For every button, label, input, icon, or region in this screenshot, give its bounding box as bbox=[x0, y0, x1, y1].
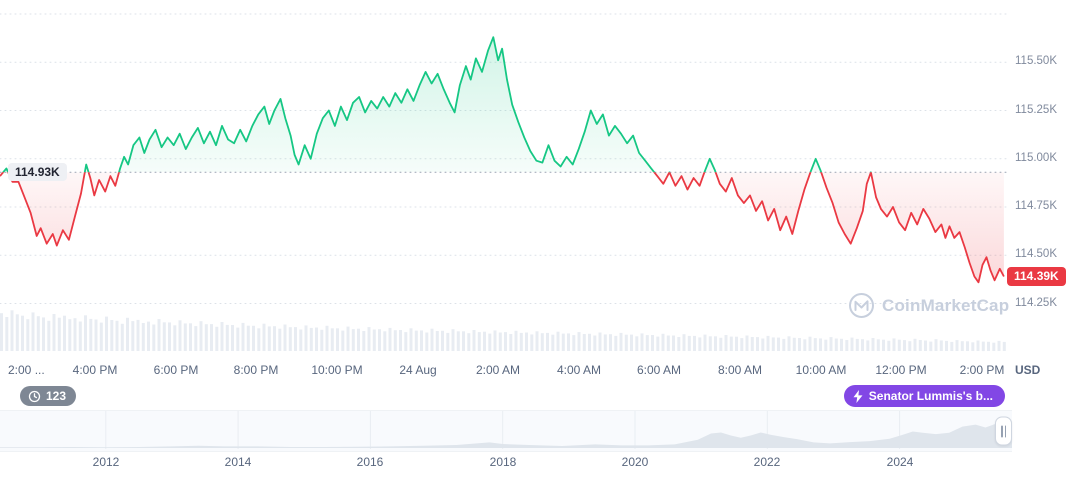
date-range-scrubber[interactable] bbox=[0, 410, 1012, 452]
price-line-down bbox=[0, 172, 1005, 284]
coinmarketcap-logo-icon bbox=[849, 293, 874, 318]
y-axis-label: 115.25K bbox=[1015, 104, 1057, 116]
area-fill-up bbox=[3, 37, 822, 173]
scrubber-handle[interactable] bbox=[995, 416, 1012, 446]
x-axis-label: 24 Aug bbox=[399, 363, 437, 377]
events-count-label: 123 bbox=[46, 389, 67, 403]
history-area bbox=[0, 420, 1012, 448]
watermark-text: CoinMarketCap bbox=[882, 295, 1010, 315]
y-axis: 115.50K 115.25K 115.00K 114.75K 114.50K 114.2… bbox=[1012, 0, 1072, 352]
lightning-icon bbox=[853, 389, 863, 403]
timeline-year-labels: 2012 2014 2016 2018 2020 2022 2024 bbox=[0, 452, 1012, 474]
year-label: 2014 bbox=[224, 455, 252, 469]
price-chart-canvas[interactable] bbox=[0, 0, 1008, 352]
x-axis-label: 10:00 PM bbox=[311, 363, 363, 377]
year-label: 2016 bbox=[356, 455, 384, 469]
year-label: 2012 bbox=[92, 455, 120, 469]
area-fill-down bbox=[0, 172, 1004, 283]
x-axis-label: 6:00 AM bbox=[636, 363, 682, 377]
x-axis-label: 10:00 AM bbox=[795, 363, 847, 377]
y-axis-label: 115.50K bbox=[1015, 55, 1057, 67]
price-line-up bbox=[2, 36, 872, 173]
x-axis-label: 6:00 PM bbox=[153, 363, 199, 377]
baseline-price-label: 114.93K bbox=[8, 163, 67, 181]
news-event-label: Senator Lummis's b... bbox=[868, 389, 993, 403]
currency-unit-label: USD bbox=[1015, 363, 1041, 377]
x-axis-label: 4:00 AM bbox=[556, 363, 602, 377]
current-price-badge: 114.39K bbox=[1007, 267, 1066, 286]
news-event-badge[interactable]: Senator Lummis's b... bbox=[843, 385, 1005, 407]
year-label: 2022 bbox=[753, 455, 781, 469]
year-label: 2024 bbox=[886, 455, 914, 469]
history-minichart bbox=[0, 411, 1012, 449]
badges-row: 123 Senator Lummis's b... bbox=[0, 383, 1072, 410]
y-axis-label: 115.00K bbox=[1015, 152, 1057, 164]
y-axis-label: 114.75K bbox=[1015, 200, 1057, 212]
x-axis-label: 8:00 AM bbox=[717, 363, 763, 377]
y-axis-label: 114.50K bbox=[1015, 248, 1057, 260]
x-axis-label: 4:00 PM bbox=[72, 363, 118, 377]
volume-bars bbox=[0, 310, 1006, 352]
x-axis: USD 2:00 ... 4:00 PM 6:00 PM 8:00 PM 10:00 P… bbox=[0, 354, 1072, 380]
year-label: 2020 bbox=[621, 455, 649, 469]
x-axis-label: 2:00 PM bbox=[959, 363, 1005, 377]
year-label: 2018 bbox=[489, 455, 517, 469]
x-axis-label: 2:00 ... bbox=[8, 363, 45, 377]
coinmarketcap-watermark: CoinMarketCap bbox=[848, 292, 1009, 319]
history-clock-icon bbox=[28, 390, 41, 402]
x-axis-label: 12:00 PM bbox=[875, 363, 927, 377]
x-axis-label: 8:00 PM bbox=[233, 363, 279, 377]
events-count-badge[interactable]: 123 bbox=[20, 386, 77, 406]
x-axis-label: 2:00 AM bbox=[475, 363, 521, 377]
y-axis-label: 114.25K bbox=[1015, 297, 1057, 309]
